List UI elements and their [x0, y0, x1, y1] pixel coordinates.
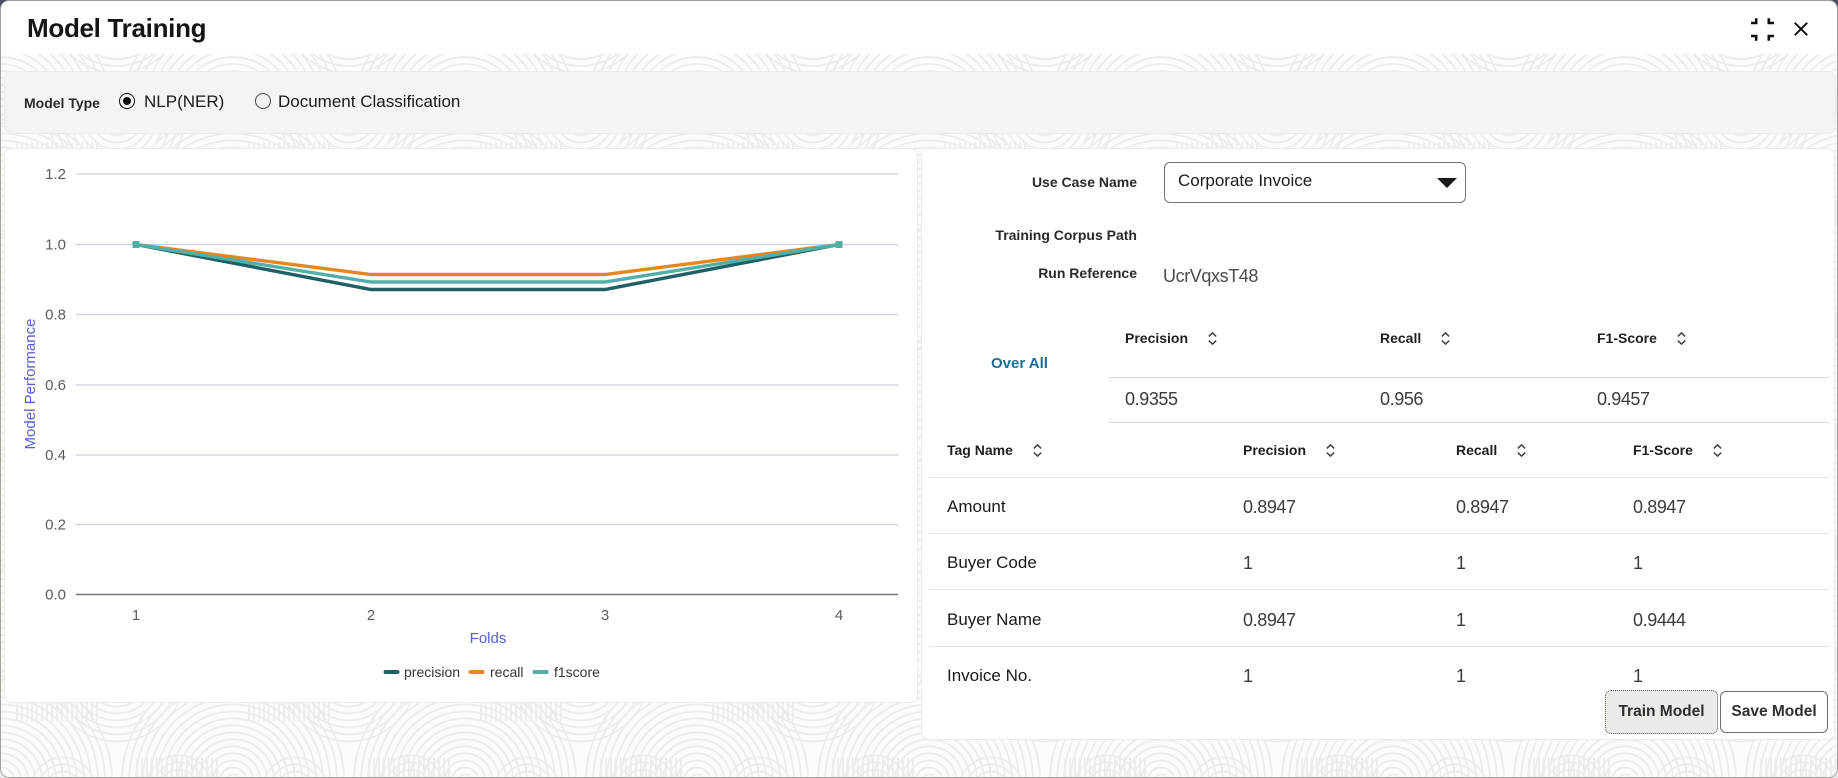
svg-text:0.0: 0.0: [45, 587, 66, 604]
svg-text:1.0: 1.0: [45, 237, 66, 254]
svg-text:recall: recall: [490, 664, 523, 680]
svg-text:3: 3: [601, 607, 609, 624]
svg-text:0.8: 0.8: [45, 307, 66, 324]
svg-text:0.6: 0.6: [45, 377, 66, 394]
svg-text:f1score: f1score: [554, 664, 600, 680]
svg-text:1: 1: [132, 607, 140, 624]
svg-text:0.2: 0.2: [45, 517, 66, 534]
svg-text:1.2: 1.2: [45, 166, 66, 183]
svg-text:precision: precision: [404, 664, 460, 680]
svg-text:Folds: Folds: [470, 630, 507, 647]
svg-text:Model Performance: Model Performance: [22, 319, 39, 450]
svg-text:4: 4: [835, 607, 843, 624]
svg-text:0.4: 0.4: [45, 447, 66, 464]
svg-text:2: 2: [367, 607, 375, 624]
